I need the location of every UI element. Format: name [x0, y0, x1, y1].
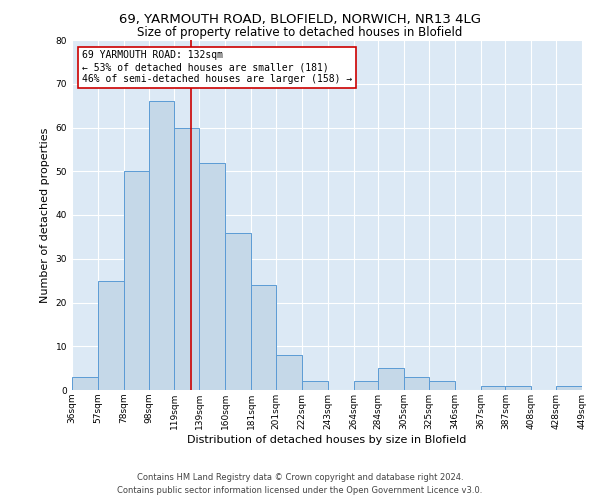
- Text: 69 YARMOUTH ROAD: 132sqm
← 53% of detached houses are smaller (181)
46% of semi-: 69 YARMOUTH ROAD: 132sqm ← 53% of detach…: [82, 50, 352, 84]
- Y-axis label: Number of detached properties: Number of detached properties: [40, 128, 50, 302]
- Bar: [72, 377, 98, 390]
- Text: Size of property relative to detached houses in Blofield: Size of property relative to detached ho…: [137, 26, 463, 39]
- Bar: [251, 285, 276, 390]
- Bar: [429, 381, 455, 390]
- Bar: [149, 101, 175, 390]
- Bar: [124, 171, 149, 390]
- Bar: [98, 280, 124, 390]
- X-axis label: Distribution of detached houses by size in Blofield: Distribution of detached houses by size …: [187, 434, 467, 444]
- Bar: [302, 381, 328, 390]
- Bar: [199, 162, 225, 390]
- Bar: [353, 381, 378, 390]
- Bar: [276, 355, 302, 390]
- Bar: [404, 377, 429, 390]
- Bar: [505, 386, 532, 390]
- Bar: [481, 386, 505, 390]
- Text: 69, YARMOUTH ROAD, BLOFIELD, NORWICH, NR13 4LG: 69, YARMOUTH ROAD, BLOFIELD, NORWICH, NR…: [119, 12, 481, 26]
- Text: Contains HM Land Registry data © Crown copyright and database right 2024.
Contai: Contains HM Land Registry data © Crown c…: [118, 474, 482, 495]
- Bar: [378, 368, 404, 390]
- Bar: [225, 232, 251, 390]
- Bar: [556, 386, 582, 390]
- Bar: [175, 128, 199, 390]
